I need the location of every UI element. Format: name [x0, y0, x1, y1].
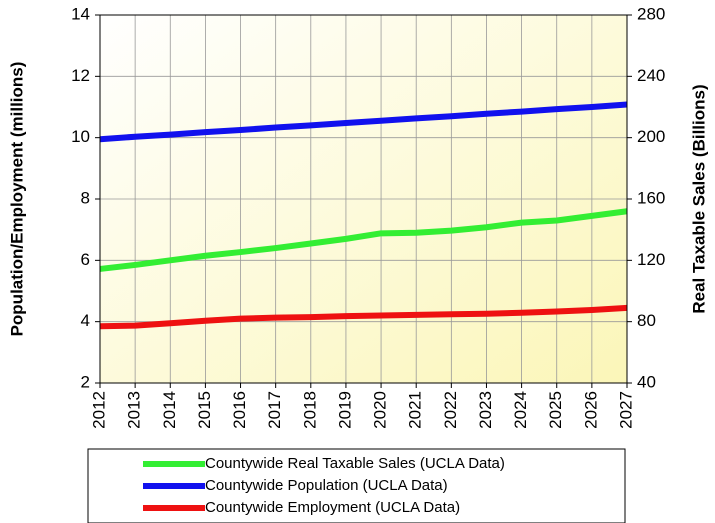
- x-tick-label: 2020: [371, 391, 390, 429]
- x-tick-label: 2027: [616, 391, 635, 429]
- y2-tick-label: 280: [637, 4, 665, 23]
- y2-tick-label: 200: [637, 127, 665, 146]
- y-tick-label: 8: [81, 188, 90, 207]
- series-line: [99, 304, 628, 330]
- legend-label: Countywide Employment (UCLA Data): [205, 499, 460, 516]
- x-tick-label: 2012: [89, 391, 108, 429]
- x-tick-label: 2023: [476, 391, 495, 429]
- y2-axis-label: Real Taxable Sales (Billions): [689, 84, 708, 313]
- y2-tick-label: 240: [637, 66, 665, 85]
- x-tick-label: 2022: [441, 391, 460, 429]
- x-tick-label: 2024: [511, 391, 530, 429]
- y-tick-label: 4: [81, 311, 90, 330]
- series-line: [99, 101, 628, 143]
- y-tick-label: 12: [71, 66, 90, 85]
- legend-label: Countywide Population (UCLA Data): [205, 477, 448, 494]
- x-tick-label: 2015: [195, 391, 214, 429]
- x-tick-label: 2021: [406, 391, 425, 429]
- x-tick-label: 2018: [300, 391, 319, 429]
- x-tick-label: 2014: [160, 391, 179, 429]
- x-tick-label: 2017: [265, 391, 284, 429]
- x-tick-label: 2026: [581, 391, 600, 429]
- y2-tick-label: 80: [637, 311, 656, 330]
- y-axis-label: Population/Employment (millions): [7, 62, 26, 337]
- x-tick-label: 2019: [335, 391, 354, 429]
- y-tick-label: 10: [71, 127, 90, 146]
- y2-tick-label: 160: [637, 188, 665, 207]
- x-tick-label: 2013: [125, 391, 144, 429]
- y-tick-label: 6: [81, 250, 90, 269]
- x-tick-label: 2025: [546, 391, 565, 429]
- y2-tick-label: 40: [637, 372, 656, 391]
- y-tick-label: 14: [71, 4, 90, 23]
- series-line: [99, 208, 628, 272]
- x-tick-label: 2016: [230, 391, 249, 429]
- y-tick-label: 2: [81, 372, 90, 391]
- y2-tick-label: 120: [637, 250, 665, 269]
- legend-label: Countywide Real Taxable Sales (UCLA Data…: [205, 455, 505, 472]
